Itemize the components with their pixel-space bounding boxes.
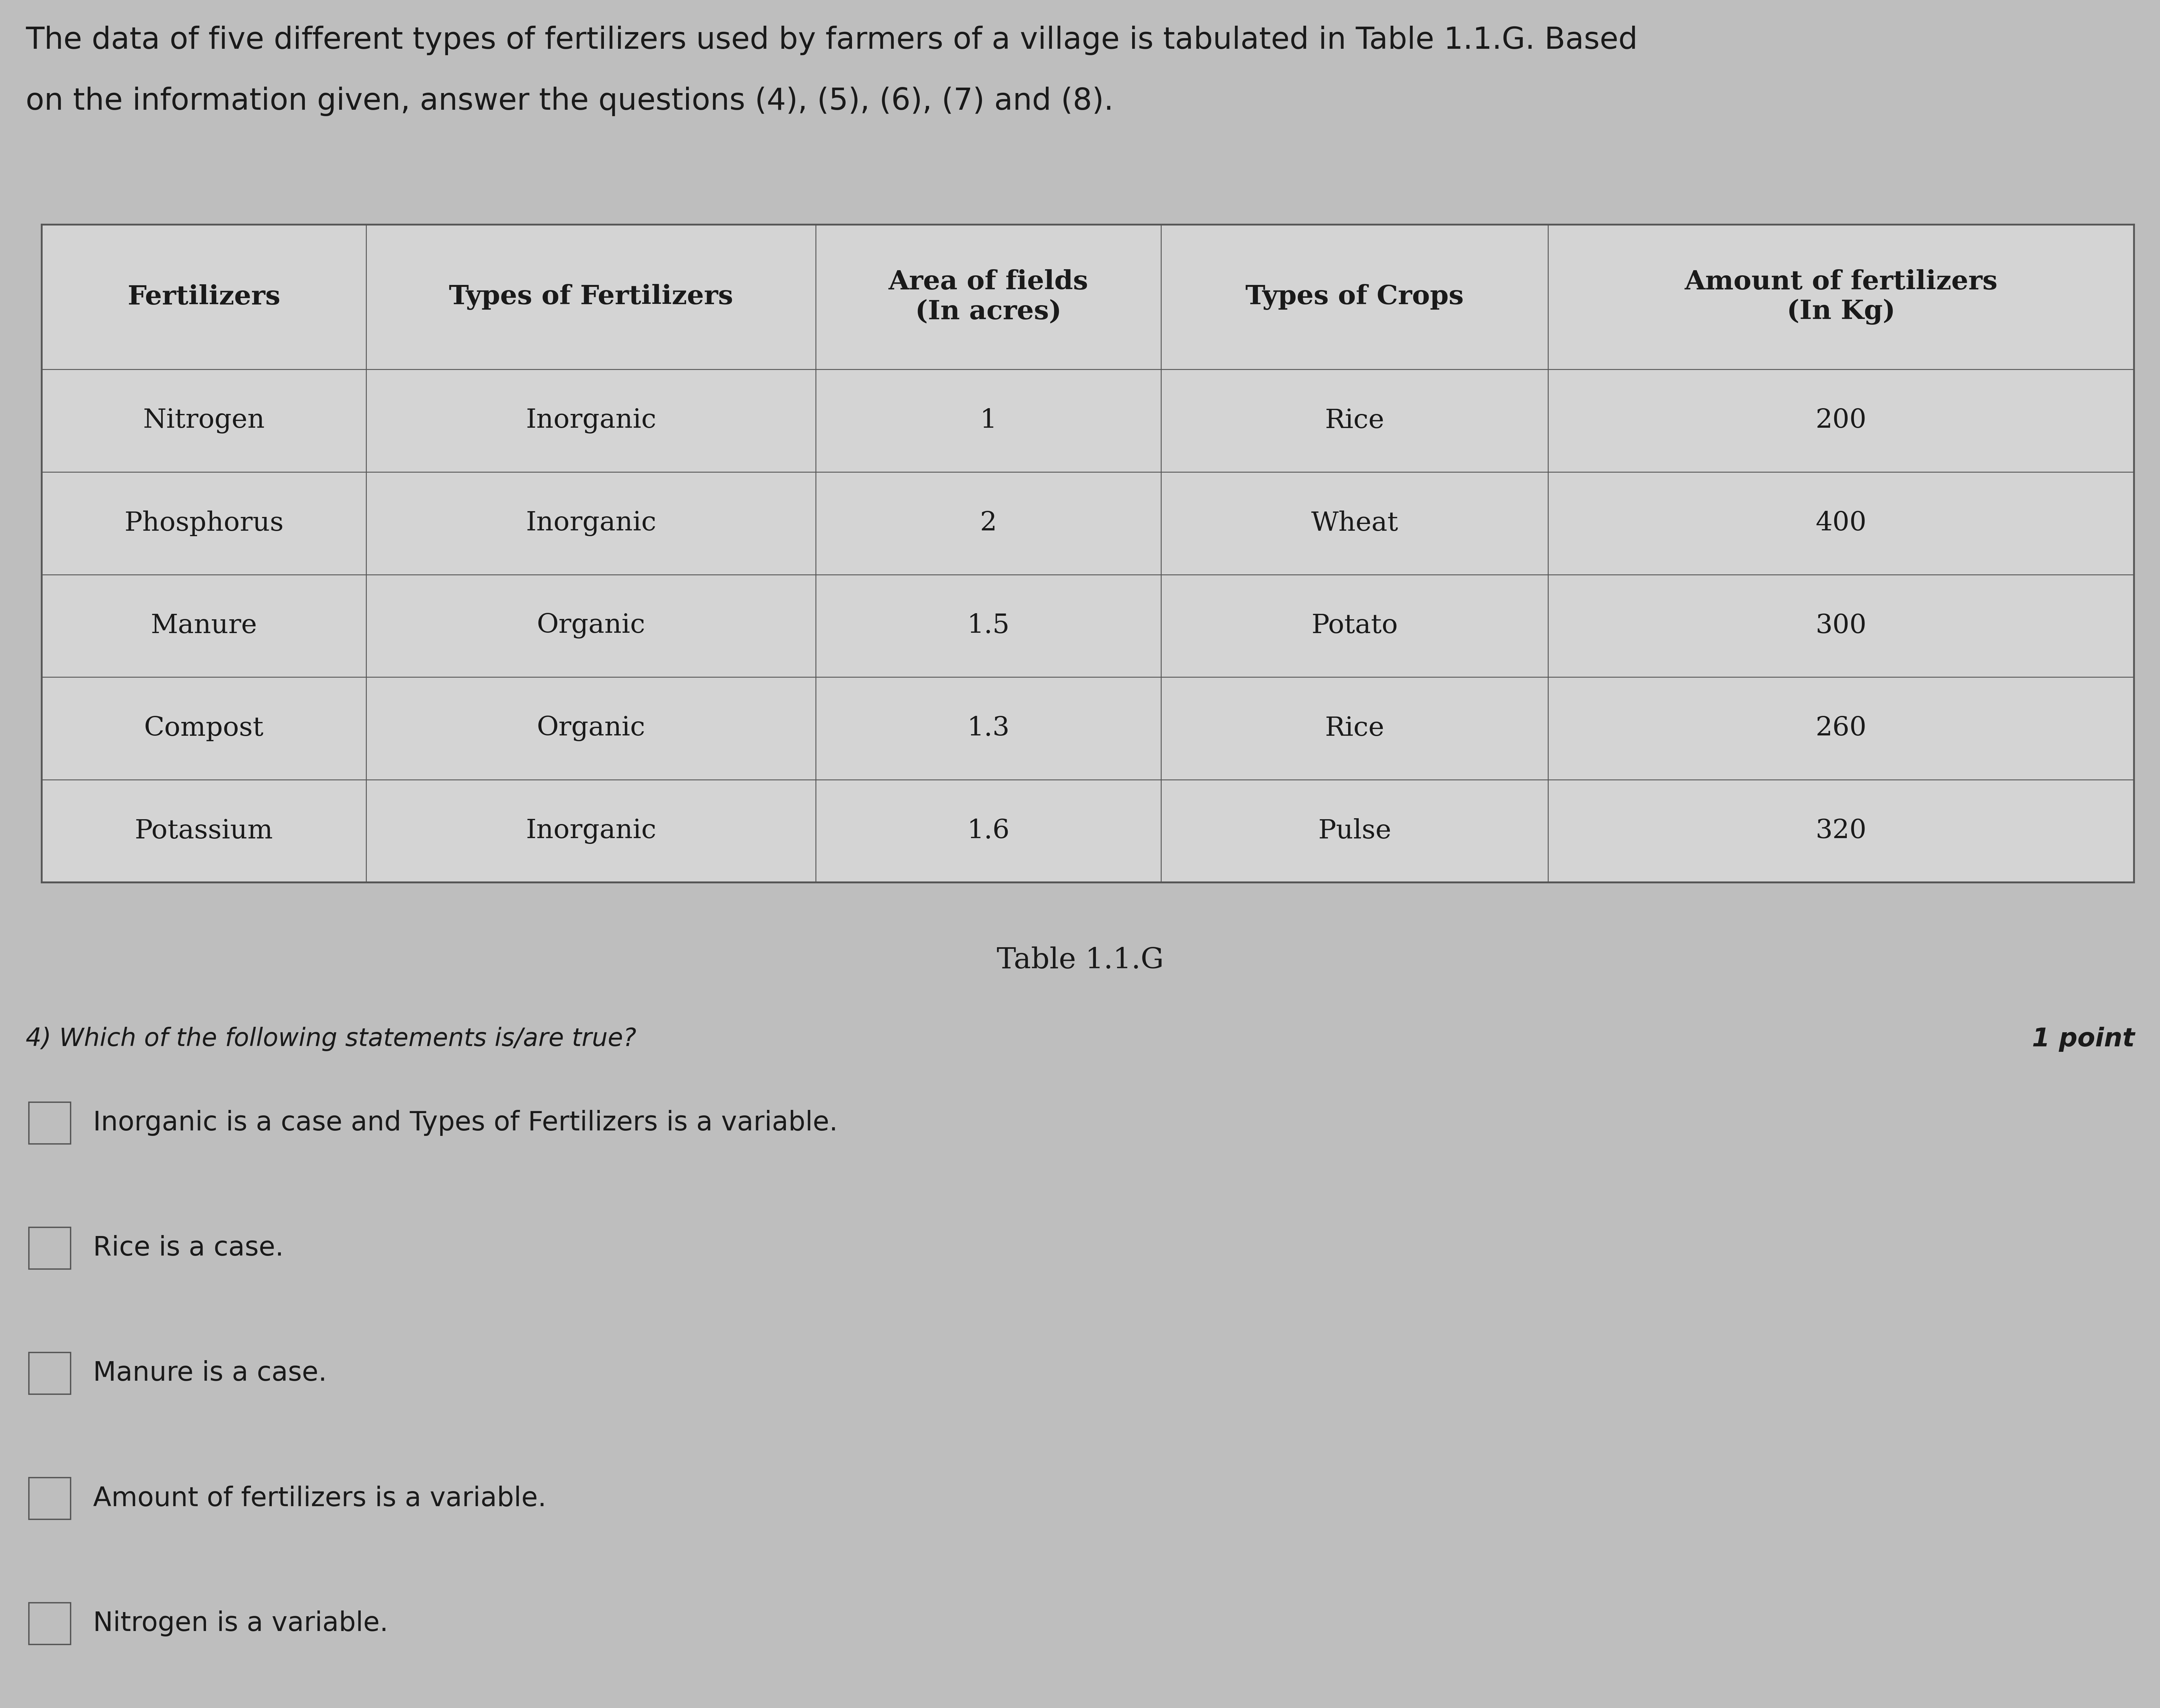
Bar bbox=[28, 1477, 71, 1520]
Text: Amount of fertilizers
(In Kg): Amount of fertilizers (In Kg) bbox=[1685, 270, 1998, 325]
Bar bbox=[1160, 781, 1549, 883]
Text: Inorganic: Inorganic bbox=[525, 511, 657, 536]
Bar bbox=[28, 1228, 71, 1269]
Bar bbox=[41, 369, 365, 471]
Text: Rice is a case.: Rice is a case. bbox=[93, 1235, 283, 1261]
Text: Amount of fertilizers is a variable.: Amount of fertilizers is a variable. bbox=[93, 1486, 546, 1512]
Text: Phosphorus: Phosphorus bbox=[123, 511, 283, 536]
Bar bbox=[1549, 574, 2134, 676]
Bar bbox=[41, 225, 365, 369]
Bar bbox=[1160, 369, 1549, 471]
Bar bbox=[365, 369, 816, 471]
Bar bbox=[1549, 781, 2134, 883]
Text: Manure: Manure bbox=[151, 613, 257, 639]
Text: Table 1.1.G: Table 1.1.G bbox=[996, 946, 1164, 975]
Text: 1.5: 1.5 bbox=[968, 613, 1009, 639]
Text: Area of fields
(In acres): Area of fields (In acres) bbox=[888, 270, 1089, 325]
Bar bbox=[816, 225, 1160, 369]
Text: 400: 400 bbox=[1814, 511, 1866, 536]
Text: Nitrogen is a variable.: Nitrogen is a variable. bbox=[93, 1611, 389, 1636]
Bar bbox=[365, 781, 816, 883]
Text: Inorganic: Inorganic bbox=[525, 818, 657, 844]
Text: 2: 2 bbox=[981, 511, 996, 536]
Bar bbox=[41, 471, 365, 574]
Bar bbox=[816, 471, 1160, 574]
Text: 1: 1 bbox=[981, 408, 998, 434]
Bar bbox=[1549, 369, 2134, 471]
Text: Rice: Rice bbox=[1324, 716, 1385, 741]
Text: 1 point: 1 point bbox=[2033, 1027, 2134, 1052]
Bar bbox=[365, 471, 816, 574]
Text: Types of Crops: Types of Crops bbox=[1246, 284, 1464, 309]
Bar bbox=[1549, 225, 2134, 369]
Text: Manure is a case.: Manure is a case. bbox=[93, 1360, 326, 1387]
Bar bbox=[816, 781, 1160, 883]
Text: The data of five different types of fertilizers used by farmers of a village is : The data of five different types of fert… bbox=[26, 26, 1637, 55]
Bar bbox=[28, 1602, 71, 1645]
Text: Organic: Organic bbox=[536, 716, 646, 741]
Bar bbox=[1549, 676, 2134, 781]
Bar bbox=[1160, 471, 1549, 574]
Text: Pulse: Pulse bbox=[1318, 818, 1391, 844]
Bar bbox=[1549, 471, 2134, 574]
Text: 1.3: 1.3 bbox=[968, 716, 1009, 741]
Text: 320: 320 bbox=[1814, 818, 1866, 844]
Bar bbox=[816, 369, 1160, 471]
Bar bbox=[365, 676, 816, 781]
Text: Potassium: Potassium bbox=[134, 818, 272, 844]
Bar bbox=[41, 676, 365, 781]
Text: 4) Which of the following statements is/are true?: 4) Which of the following statements is/… bbox=[26, 1027, 637, 1050]
Text: Compost: Compost bbox=[145, 716, 264, 741]
Bar bbox=[1160, 225, 1549, 369]
Bar bbox=[41, 574, 365, 676]
Bar bbox=[1160, 676, 1549, 781]
Text: Potato: Potato bbox=[1311, 613, 1398, 639]
Text: Rice: Rice bbox=[1324, 408, 1385, 434]
Text: Inorganic is a case and Types of Fertilizers is a variable.: Inorganic is a case and Types of Fertili… bbox=[93, 1110, 838, 1136]
Text: on the information given, answer the questions (4), (5), (6), (7) and (8).: on the information given, answer the que… bbox=[26, 87, 1112, 116]
Bar bbox=[365, 574, 816, 676]
Bar bbox=[41, 781, 365, 883]
Bar bbox=[365, 225, 816, 369]
Text: Types of Fertilizers: Types of Fertilizers bbox=[449, 284, 732, 309]
Bar bbox=[1160, 574, 1549, 676]
Bar bbox=[816, 574, 1160, 676]
Text: Nitrogen: Nitrogen bbox=[143, 408, 266, 434]
Text: Inorganic: Inorganic bbox=[525, 408, 657, 434]
Text: 300: 300 bbox=[1814, 613, 1866, 639]
Text: Organic: Organic bbox=[536, 613, 646, 639]
Bar bbox=[28, 1353, 71, 1394]
Text: 260: 260 bbox=[1814, 716, 1866, 741]
Text: 1.6: 1.6 bbox=[968, 818, 1009, 844]
Bar bbox=[816, 676, 1160, 781]
Text: Fertilizers: Fertilizers bbox=[127, 284, 281, 309]
Text: Wheat: Wheat bbox=[1311, 511, 1398, 536]
Bar bbox=[28, 1102, 71, 1144]
Text: 200: 200 bbox=[1814, 408, 1866, 434]
